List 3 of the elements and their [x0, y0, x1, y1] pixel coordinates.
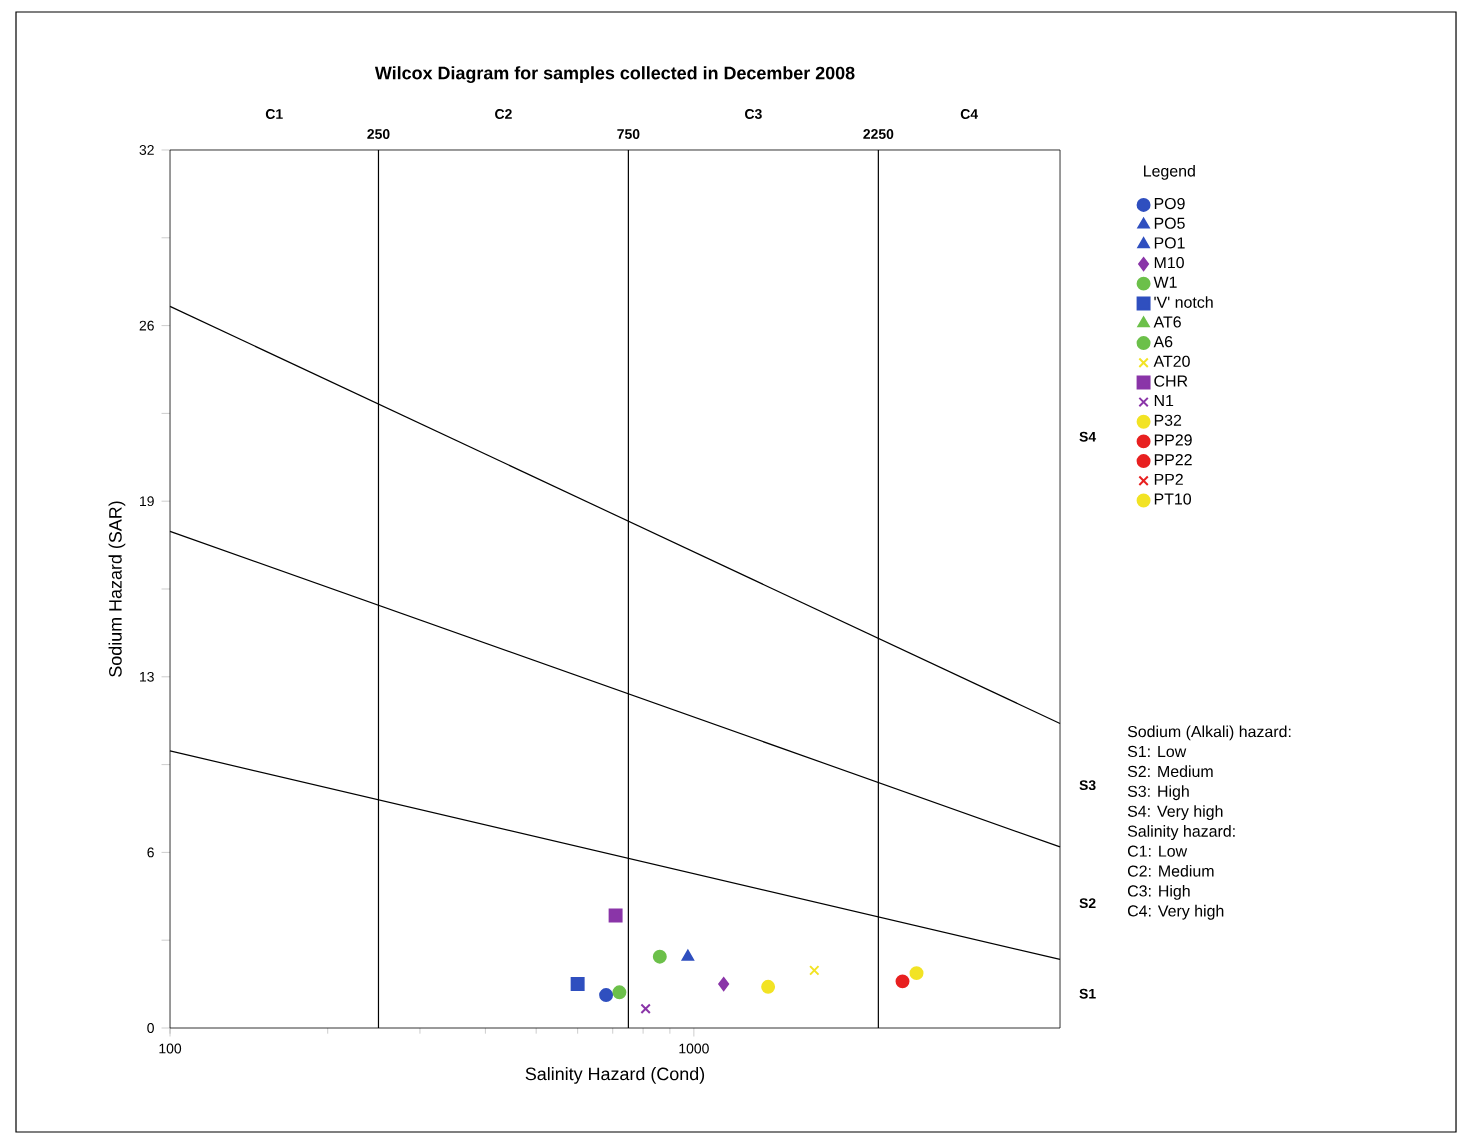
x-axis-title: Salinity Hazard (Cond)	[525, 1067, 705, 1084]
chart-title: Wilcox Diagram for samples collected in December 2008	[374, 66, 855, 84]
y-axis-title: Sodium Hazard (SAR)	[108, 501, 126, 677]
